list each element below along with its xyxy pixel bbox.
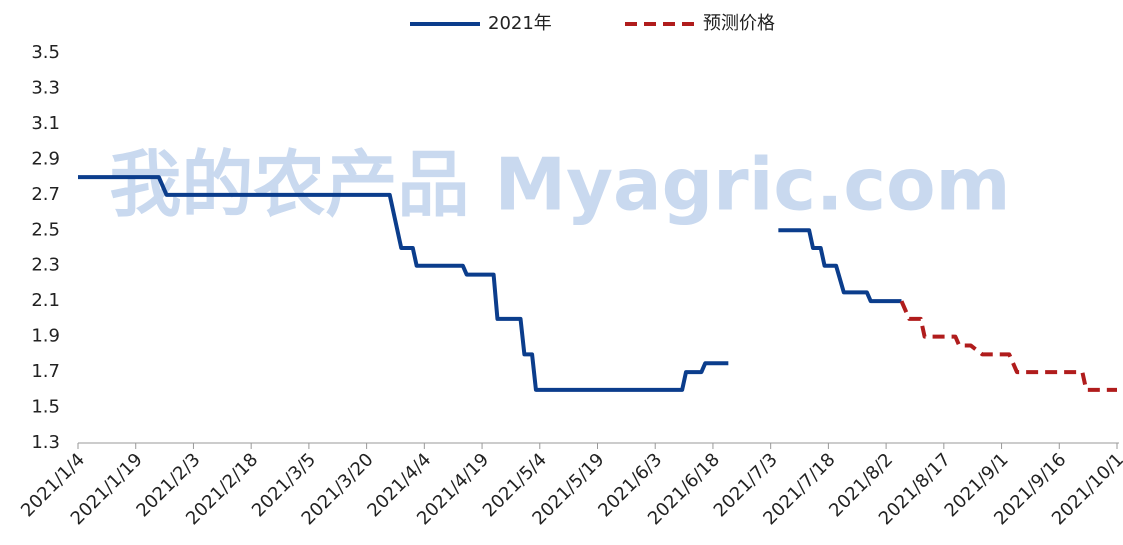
y-tick-label: 3.3 — [31, 77, 60, 98]
series-line — [899, 300, 1117, 392]
series-line — [78, 175, 902, 392]
y-tick-label: 2.1 — [31, 290, 60, 311]
y-tick-label: 1.9 — [31, 326, 60, 347]
y-tick-label: 2.3 — [31, 255, 60, 276]
y-tick-label: 2.5 — [31, 219, 60, 240]
watermark: 我的农产品 Myagric.com — [109, 143, 1010, 227]
legend-label: 预测价格 — [703, 13, 775, 34]
y-tick-label: 1.3 — [31, 432, 60, 453]
y-tick-label: 1.7 — [31, 361, 60, 382]
y-tick-label: 2.9 — [31, 148, 60, 169]
y-tick-label: 1.5 — [31, 397, 60, 418]
y-tick-label: 2.7 — [31, 184, 60, 205]
y-tick-label: 3.1 — [31, 113, 60, 134]
legend-label: 2021年 — [488, 13, 552, 34]
y-tick-label: 3.5 — [31, 42, 60, 63]
